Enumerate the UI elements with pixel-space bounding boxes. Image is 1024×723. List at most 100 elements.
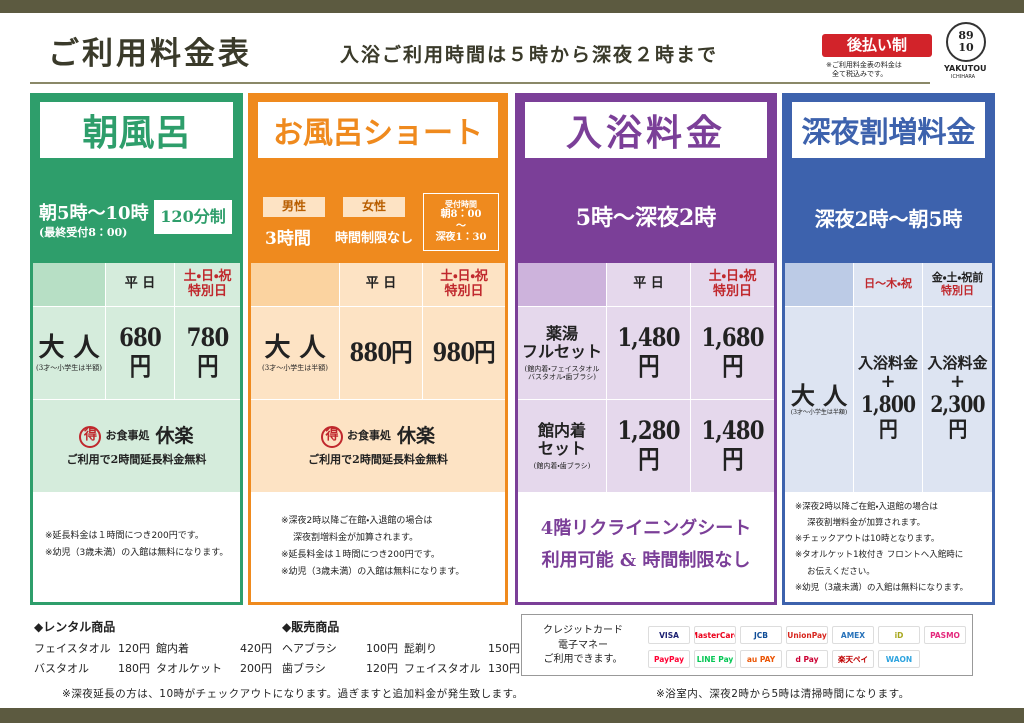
bottom-strip xyxy=(0,708,1024,723)
reception-sep: ～ xyxy=(456,220,466,232)
dining-mark: 得 xyxy=(320,425,343,448)
morning-column: 朝風呂 朝5時～10時 (最終受付8：00) 120分制 平 日 土・日・祝 特別… xyxy=(30,93,243,605)
brand-logo: WAON xyxy=(878,650,920,668)
brand-logo: 楽天ペイ xyxy=(832,650,874,668)
badge: 後払い制 xyxy=(822,34,932,57)
logo-circle: 89 10 xyxy=(946,22,986,62)
item-name: バスタオル xyxy=(34,662,89,675)
fri-sat: 金・土・祝前 xyxy=(931,270,984,284)
price: 780円 xyxy=(186,323,230,381)
price: 2,300円 xyxy=(930,392,985,444)
note: 深夜割増料金が加算されます。 xyxy=(293,533,419,544)
item-price: 200円 xyxy=(240,662,272,675)
header-cell xyxy=(33,263,105,306)
brand-logo: AMEX xyxy=(832,626,874,644)
note: ※タオルケット1枚付き フロントへ入館時に xyxy=(795,550,964,561)
adult-cell: 大 人 (3才～小学生は半額) xyxy=(251,307,339,399)
item-name: タオルケット xyxy=(156,662,222,675)
rental-title: ◆レンタル商品 xyxy=(34,620,116,634)
note: ※チェックアウトは10時となります。 xyxy=(795,534,940,545)
male-time: 3時間 xyxy=(265,229,311,249)
row-name: フルセット xyxy=(521,342,602,362)
holiday-header: 土・日・祝 特別日 xyxy=(691,263,774,306)
fri-sat-header: 金・土・祝前 特別日 xyxy=(923,263,992,306)
price: 1,800円 xyxy=(860,392,916,444)
plus: + xyxy=(880,371,896,393)
header-rule xyxy=(30,82,930,84)
dining: 得お食事処 休楽 ご利用で2時間延長料金無料 xyxy=(251,400,505,492)
reception-to: 深夜1：30 xyxy=(435,232,487,244)
brand-logo: JCB xyxy=(740,626,782,644)
notes: ※延長料金は１時間につき200円です。 ※幼児（3歳未満）の入館は無料になります。 xyxy=(45,528,228,562)
surcharge-cell: 入浴料金 +2,300円 xyxy=(923,307,992,492)
subtitle: 入浴ご利用時間は５時から深夜２時まで xyxy=(340,44,719,66)
special: 特別日 xyxy=(941,283,974,297)
dining: 得お食事処 休楽 ご利用で2時間延長料金無料 xyxy=(33,400,240,492)
last-entry: (最終受付8：00) xyxy=(39,226,128,239)
price: 1,280円 xyxy=(617,416,680,474)
reception-title: 受付時間 xyxy=(445,199,477,210)
column-name: 朝風呂 xyxy=(40,102,233,158)
male-tag: 男性 xyxy=(263,197,325,217)
price-cell: 680円 xyxy=(106,307,174,399)
badge-note: 全て税込みです。 xyxy=(832,70,888,78)
item-price: 420円 xyxy=(240,642,272,655)
payment-line: クレジットカード xyxy=(543,625,623,636)
price: 880円 xyxy=(349,337,413,367)
item-price: 180円 xyxy=(118,662,150,675)
item-name: 歯ブラシ xyxy=(282,662,326,675)
price-cell: 1,480円 xyxy=(607,307,690,399)
weekday-header: 平 日 xyxy=(607,263,690,306)
header-cell xyxy=(251,263,339,306)
holiday: 土・日・祝 xyxy=(440,268,488,284)
footer-note: ※深夜延長の方は、10時がチェックアウトになります。過ぎますと追加料金が発生致し… xyxy=(62,688,524,700)
dining-label: お食事処 xyxy=(346,429,391,443)
item-price: 120円 xyxy=(366,662,398,675)
promo-line: 利用可能 & 時間制限なし xyxy=(541,550,751,571)
weekday-header: 平 日 xyxy=(106,263,174,306)
price-cell: 1,280円 xyxy=(607,400,690,492)
row-label: 館内着 セット (館内着・歯ブラシ) xyxy=(518,400,606,492)
item-name: ヘアブラシ xyxy=(282,642,337,655)
adult: 大 人 xyxy=(264,333,326,364)
brand-logo: MasterCard xyxy=(694,626,736,644)
column-name: 入浴料金 xyxy=(525,102,767,158)
hours: 5時～深夜2時 xyxy=(575,205,717,232)
price-cell: 980円 xyxy=(423,307,505,399)
row-note: バスタオル・歯ブラシ) xyxy=(528,372,596,381)
adult-note: (3才～小学生は半額) xyxy=(262,363,328,372)
logo-name: YAKUTOU xyxy=(944,64,987,73)
payment-line: 電子マネー xyxy=(558,639,608,651)
dining-label: お食事処 xyxy=(105,429,150,443)
special: 特別日 xyxy=(712,283,752,299)
adult-note: (3才～小学生は半額) xyxy=(36,363,102,372)
adult-note: (3才～小学生は半額) xyxy=(790,408,848,416)
hours: 深夜2時～朝5時 xyxy=(814,206,963,231)
hours: 朝5時～10時 xyxy=(39,203,149,224)
payment-text: クレジットカード 電子マネーご利用できます。 xyxy=(528,624,638,668)
surcharge-cell: 入浴料金 +1,800円 xyxy=(854,307,922,492)
reception-from: 朝8：00 xyxy=(440,209,482,221)
note: ※深夜2時以降ご在館・入退館の場合は xyxy=(281,516,433,526)
special: 特別日 xyxy=(187,283,227,299)
bath-column: 入浴料金 5時～深夜2時 平 日 土・日・祝 特別日 薬湯 フルセット (館内着・フェ… xyxy=(515,93,777,605)
adult: 大 人 xyxy=(38,333,100,364)
sun-thu-header: 日～木・祝 xyxy=(854,263,922,306)
logo-bottom: 10 xyxy=(958,41,974,54)
item-name: フェイスタオル xyxy=(34,642,111,655)
row-name: 館内着 xyxy=(537,421,586,441)
item-price: 120円 xyxy=(118,642,150,655)
brand-logo: PASMO xyxy=(924,626,966,644)
row-note: (館内着・フェイスタオル xyxy=(524,364,600,373)
footer-note: ※浴室内、深夜2時から5時は清掃時間になります。 xyxy=(656,688,910,700)
payment-line: ご利用できます。 xyxy=(543,654,623,665)
brand-logo: VISA xyxy=(648,626,690,644)
notes: ※深夜2時以降ご在館・入退館の場合は 深夜割増料金が加算されます。 ※チェックアウト… xyxy=(795,499,968,596)
price: 1,480円 xyxy=(617,323,680,381)
weekday-header: 平 日 xyxy=(340,263,422,306)
holiday: 土・日・祝 xyxy=(183,268,232,284)
row-name: セット xyxy=(537,439,586,459)
note: ※延長料金は１時間につき200円です。 xyxy=(45,531,204,541)
price-cell: 1,480円 xyxy=(691,400,774,492)
